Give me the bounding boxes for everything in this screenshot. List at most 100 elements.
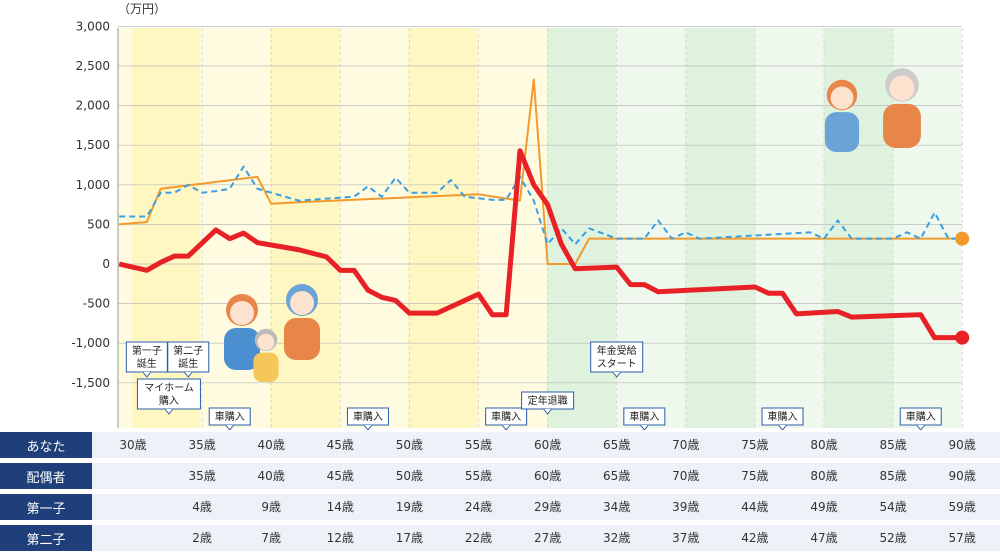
age-cell: 70歳	[666, 432, 706, 458]
age-cell: 27歳	[528, 525, 568, 551]
age-cell: 24歳	[459, 494, 499, 520]
age-cell: 40歳	[251, 463, 291, 489]
y-tick-label: 1,500	[76, 138, 110, 152]
y-tick-label: -500	[83, 297, 110, 311]
age-row: あなた 30歳 35歳 40歳 45歳 50歳 55歳 60歳 65歳 70歳 75歳 80歳 85歳 9…	[0, 432, 1000, 458]
event-label: マイホーム	[144, 382, 194, 394]
event-label: 年金受給	[597, 344, 637, 357]
age-cell: 19歳	[389, 494, 429, 520]
event-label: 第二子	[173, 344, 203, 357]
age-cell: 60歳	[528, 432, 568, 458]
row-label: 配偶者	[0, 463, 92, 489]
row-label: あなた	[0, 432, 92, 458]
y-tick-label: 500	[87, 217, 110, 231]
y-tick-label: 2,000	[76, 99, 110, 113]
y-tick-label: -1,000	[71, 336, 110, 350]
y-tick-label: 1,000	[76, 178, 110, 192]
event-label: 車購入	[215, 410, 245, 423]
age-cell: 65歳	[597, 463, 637, 489]
age-cell: 44歳	[735, 494, 775, 520]
background-band	[270, 28, 340, 428]
age-cell: 80歳	[804, 432, 844, 458]
person-face	[831, 86, 854, 109]
age-cell: 50歳	[389, 432, 429, 458]
age-cell: 59歳	[942, 494, 982, 520]
age-cell: 35歳	[182, 432, 222, 458]
event-label: 車購入	[629, 410, 659, 423]
y-tick-label: 3,000	[76, 19, 110, 33]
age-cell: 75歳	[735, 463, 775, 489]
age-cell: 42歳	[735, 525, 775, 551]
age-cell: 32歳	[597, 525, 637, 551]
age-cell: 90歳	[942, 463, 982, 489]
age-cell: 50歳	[389, 463, 429, 489]
person-figure	[253, 353, 278, 382]
age-cell: 29歳	[528, 494, 568, 520]
event-label: 定年退職	[528, 394, 568, 407]
age-cell: 40歳	[251, 432, 291, 458]
event-label: 誕生	[137, 357, 157, 370]
age-cell: 65歳	[597, 432, 637, 458]
event-label: 車購入	[353, 410, 383, 423]
life-plan-chart: 3,000 2,500 2,000 1,500 1,000 500 0 -500 -1,000 -…	[0, 0, 1000, 430]
age-cell: 90歳	[942, 432, 982, 458]
background-band	[340, 28, 408, 428]
age-cell: 52歳	[873, 525, 913, 551]
age-cell: 57歳	[942, 525, 982, 551]
age-cell: 39歳	[666, 494, 706, 520]
age-cell: 2歳	[182, 525, 222, 551]
event-label: スタート	[597, 358, 637, 370]
age-cell: 22歳	[459, 525, 499, 551]
age-cell: 45歳	[320, 432, 360, 458]
event-label: 第一子	[132, 344, 162, 357]
y-tick-label: 2,500	[76, 59, 110, 73]
event-label: 車購入	[491, 410, 521, 423]
series-end-marker	[955, 232, 969, 246]
series-end-marker	[955, 331, 969, 345]
person-figure	[825, 112, 859, 152]
age-cell: 35歳	[182, 463, 222, 489]
age-cell: 14歳	[320, 494, 360, 520]
age-cell: 4歳	[182, 494, 222, 520]
age-cell: 80歳	[804, 463, 844, 489]
y-unit-label: （万円）	[118, 2, 166, 16]
event-label: 車購入	[768, 410, 798, 423]
person-figure	[284, 318, 320, 360]
person-face	[258, 334, 275, 351]
age-cell: 85歳	[873, 432, 913, 458]
person-face	[290, 291, 314, 315]
age-cell: 45歳	[320, 463, 360, 489]
age-cell: 49歳	[804, 494, 844, 520]
age-row: 第二子 2歳 7歳 12歳 17歳 22歳 27歳 32歳 37歳 42歳 47歳 52歳 57歳	[0, 525, 1000, 551]
age-cell: 17歳	[389, 525, 429, 551]
person-face	[889, 76, 914, 101]
age-cell: 60歳	[528, 463, 568, 489]
age-cell: 85歳	[873, 463, 913, 489]
background-band	[686, 28, 755, 428]
age-cell: 12歳	[320, 525, 360, 551]
event-label: 車購入	[906, 410, 936, 423]
person-figure	[883, 104, 921, 148]
age-cell: 9歳	[251, 494, 291, 520]
y-tick-label: -1,500	[71, 376, 110, 390]
age-cell: 37歳	[666, 525, 706, 551]
row-label: 第二子	[0, 525, 92, 551]
age-cell: 55歳	[459, 432, 499, 458]
y-tick-label: 0	[102, 257, 110, 271]
event-label: 誕生	[178, 357, 198, 370]
age-cell: 7歳	[251, 525, 291, 551]
person-face	[230, 301, 254, 325]
age-cell: 47歳	[804, 525, 844, 551]
age-cell: 70歳	[666, 463, 706, 489]
age-cell: 30歳	[113, 432, 153, 458]
age-cell: 54歳	[873, 494, 913, 520]
background-band	[408, 28, 478, 428]
age-cell: 75歳	[735, 432, 775, 458]
age-cell: 34歳	[597, 494, 637, 520]
background-band	[755, 28, 824, 428]
